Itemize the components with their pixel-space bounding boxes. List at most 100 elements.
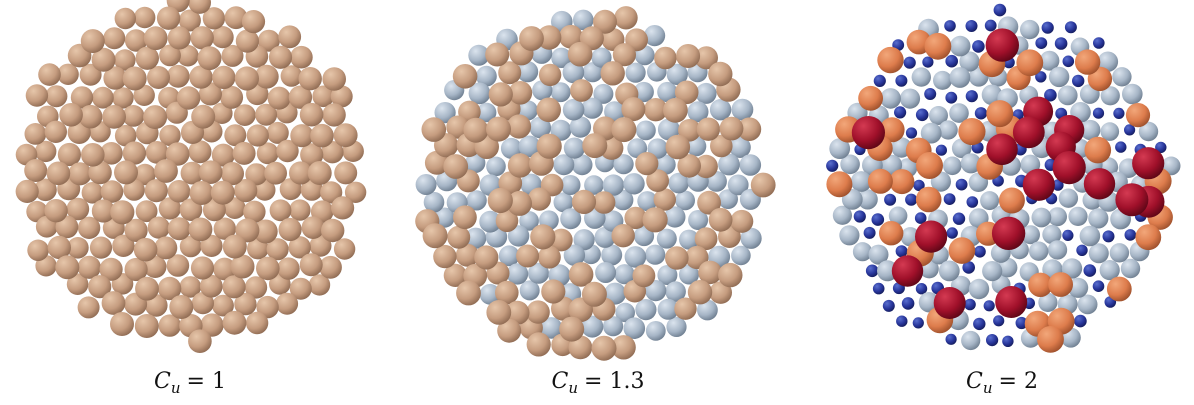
sphere [189, 218, 213, 242]
sphere [879, 221, 903, 245]
sphere [916, 109, 929, 122]
sphere [645, 245, 665, 265]
sphere [939, 120, 958, 139]
sphere [986, 100, 1013, 127]
sphere [612, 224, 635, 247]
sphere [246, 312, 268, 334]
sphere [839, 225, 859, 245]
sphere [211, 181, 235, 205]
sphere [1126, 103, 1150, 127]
sphere [902, 297, 915, 310]
sphere [626, 63, 646, 83]
sphere [290, 124, 313, 147]
sphere [730, 210, 753, 233]
sphere [486, 300, 511, 325]
sphere [242, 10, 265, 33]
sphere [102, 105, 126, 129]
sphere [635, 299, 656, 320]
sphere [708, 62, 732, 86]
sphere [956, 179, 968, 191]
sphere [168, 26, 191, 49]
sphere [972, 40, 985, 53]
sphere [474, 245, 498, 269]
sphere [223, 275, 246, 298]
sphere [134, 238, 158, 262]
sphere [453, 64, 478, 89]
sphere [1053, 151, 1086, 184]
sphere [144, 26, 168, 50]
sphere [212, 66, 235, 89]
sphere [169, 295, 193, 319]
sphere [657, 229, 677, 249]
sphere [688, 280, 712, 304]
sphere [904, 57, 916, 69]
sphere [1048, 272, 1073, 297]
sphere [973, 318, 985, 330]
sphere [945, 55, 958, 68]
sphere [912, 67, 931, 86]
sphere [134, 7, 155, 28]
sphere [593, 191, 616, 214]
sphere [720, 117, 744, 141]
sphere [986, 134, 1018, 166]
sphere [947, 227, 958, 238]
sphere [78, 296, 100, 318]
sphere [486, 157, 506, 177]
sphere [1125, 229, 1137, 241]
sphere [1076, 245, 1087, 256]
sphere [570, 79, 593, 102]
sphere [527, 332, 551, 356]
sphere [1016, 49, 1043, 76]
sphere [986, 334, 998, 346]
sphere [223, 311, 247, 335]
sphere [665, 246, 689, 270]
sphere [666, 135, 691, 160]
sphere [1121, 259, 1140, 278]
sphere [114, 160, 138, 184]
sphere [143, 105, 167, 129]
sphere [1013, 116, 1045, 148]
sphere [456, 281, 481, 306]
sphere [110, 312, 134, 336]
sphere [1132, 147, 1164, 179]
sphere [223, 235, 247, 259]
packing-panel [415, 6, 775, 361]
sphere [995, 286, 1027, 318]
packing-panel [16, 0, 367, 353]
sphere [433, 245, 456, 268]
sphere [1059, 189, 1078, 208]
sphere [731, 246, 751, 266]
sphere [270, 199, 292, 221]
sphere [168, 217, 191, 240]
sphere [854, 210, 866, 222]
sphere [453, 205, 477, 229]
sphere [718, 263, 742, 287]
sphere [992, 217, 1025, 250]
sphere [334, 161, 357, 184]
sphere [1093, 108, 1104, 119]
sphere [290, 46, 313, 69]
sphere [982, 261, 1002, 281]
sphere [916, 187, 942, 213]
sphere [190, 181, 214, 205]
sphere [519, 26, 544, 51]
sphere [1115, 183, 1148, 216]
sphere [974, 246, 986, 258]
sphere [278, 25, 301, 48]
sphere [894, 106, 906, 118]
sphere [654, 47, 677, 70]
sphere [872, 213, 885, 226]
sphere [969, 279, 989, 299]
sphere [135, 314, 159, 338]
sphere [967, 196, 979, 208]
sphere [696, 83, 717, 104]
sphere [24, 159, 47, 182]
sphere [443, 154, 468, 179]
sphere [276, 293, 298, 315]
sphere [233, 142, 256, 165]
sphere [423, 223, 448, 248]
sphere [334, 238, 355, 259]
sphere [1084, 264, 1097, 277]
sphere [993, 315, 1004, 326]
sphere [188, 329, 212, 353]
